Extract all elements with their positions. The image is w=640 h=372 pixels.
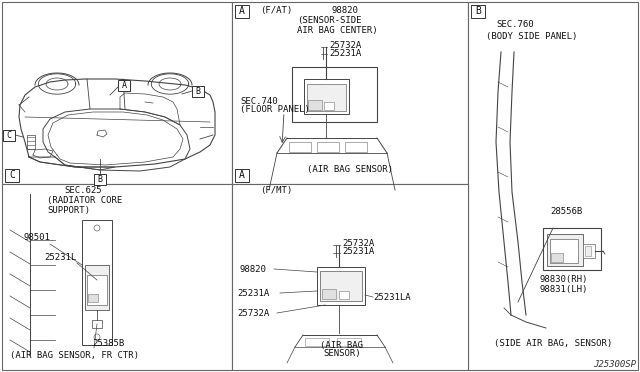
Bar [317, 267, 365, 305]
Text: 98831(LH): 98831(LH) [540, 285, 588, 294]
Bar [235, 4, 249, 17]
Text: 98820: 98820 [332, 6, 359, 15]
Bar [308, 100, 322, 110]
Bar [118, 80, 130, 90]
Bar [289, 142, 311, 152]
Text: SENSOR): SENSOR) [323, 349, 361, 358]
Bar [232, 2, 468, 184]
Bar [27, 135, 35, 149]
Bar [543, 228, 601, 270]
Circle shape [94, 334, 100, 340]
Bar [82, 220, 112, 345]
Text: (RADIATOR CORE: (RADIATOR CORE [47, 196, 122, 205]
Bar [585, 246, 591, 256]
Bar [192, 86, 204, 96]
Bar [324, 102, 334, 110]
Text: SEC.625: SEC.625 [64, 186, 102, 195]
Bar [87, 275, 107, 305]
Bar [337, 338, 361, 346]
Text: 25732A: 25732A [342, 238, 374, 247]
Bar [2, 2, 232, 184]
Text: 25385B: 25385B [92, 339, 124, 348]
Text: 25732A: 25732A [329, 41, 361, 49]
Bar [339, 291, 349, 299]
Text: 28556B: 28556B [550, 207, 582, 216]
Text: AIR BAG CENTER): AIR BAG CENTER) [297, 26, 378, 35]
Bar [550, 239, 578, 263]
Text: 25231L: 25231L [44, 253, 76, 262]
Bar [551, 253, 563, 262]
Text: SEC.760: SEC.760 [496, 20, 534, 29]
Text: B: B [97, 174, 102, 183]
Text: C: C [6, 131, 12, 140]
Text: (F/MT): (F/MT) [260, 186, 292, 195]
Bar [547, 234, 583, 266]
Text: (AIR BAG SENSOR, FR CTR): (AIR BAG SENSOR, FR CTR) [10, 351, 139, 360]
Text: (SIDE AIR BAG, SENSOR): (SIDE AIR BAG, SENSOR) [494, 339, 612, 348]
Text: A: A [239, 6, 245, 16]
Text: (F/AT): (F/AT) [260, 6, 292, 15]
Bar [3, 129, 15, 141]
Text: 25732A: 25732A [237, 308, 269, 317]
Bar [583, 244, 595, 258]
Text: 98820: 98820 [240, 264, 267, 273]
Bar [235, 169, 249, 182]
Bar [471, 4, 485, 17]
Text: 25231A: 25231A [237, 289, 269, 298]
Bar [85, 265, 109, 310]
Text: (AIR BAG SENSOR): (AIR BAG SENSOR) [307, 165, 393, 174]
Text: 25231A: 25231A [342, 247, 374, 257]
Bar [304, 79, 349, 114]
Bar [5, 169, 19, 182]
Bar [292, 67, 377, 122]
Bar [322, 289, 336, 299]
Text: B: B [195, 87, 200, 96]
Text: SUPPORT): SUPPORT) [47, 206, 90, 215]
Text: 25231A: 25231A [329, 48, 361, 58]
Bar [317, 142, 339, 152]
Bar [305, 338, 329, 346]
Text: (AIR BAG: (AIR BAG [321, 341, 364, 350]
Text: 25231LA: 25231LA [373, 292, 411, 301]
Text: (BODY SIDE PANEL): (BODY SIDE PANEL) [486, 32, 577, 41]
Text: C: C [9, 170, 15, 180]
Text: A: A [239, 170, 245, 180]
Bar [468, 2, 638, 370]
Bar [88, 294, 98, 302]
Bar [307, 84, 346, 111]
Bar [320, 271, 362, 301]
Circle shape [94, 225, 100, 231]
Bar [345, 142, 367, 152]
Bar [232, 184, 468, 370]
Text: B: B [475, 6, 481, 16]
Text: A: A [122, 80, 127, 90]
Text: SEC.740: SEC.740 [240, 97, 278, 106]
Text: 98501: 98501 [24, 233, 51, 242]
Bar [94, 173, 106, 185]
Text: 98830(RH): 98830(RH) [540, 275, 588, 284]
Text: (FLOOR PANEL): (FLOOR PANEL) [240, 105, 310, 114]
Bar [2, 184, 232, 370]
Text: J25300SP: J25300SP [593, 360, 636, 369]
Text: (SENSOR-SIDE: (SENSOR-SIDE [297, 16, 362, 25]
Bar [92, 320, 102, 328]
